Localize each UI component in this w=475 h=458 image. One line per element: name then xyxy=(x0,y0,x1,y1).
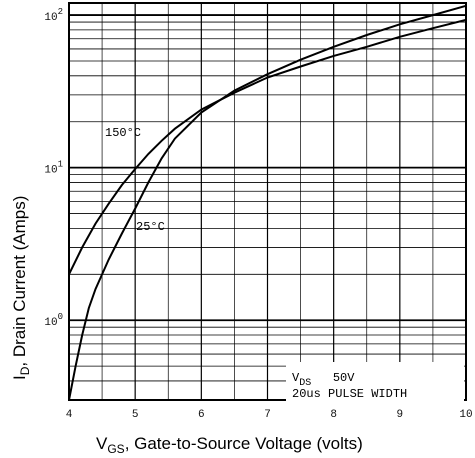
annotation-vds: VDS 50V xyxy=(292,371,355,389)
legend-box xyxy=(286,362,464,402)
x-tick-label: 8 xyxy=(330,409,337,421)
plot-frame xyxy=(68,2,467,401)
annotation-25c: 25°C xyxy=(136,220,165,234)
series-line-150c xyxy=(68,18,467,275)
annotation-pulse-width: 20us PULSE WIDTH xyxy=(292,387,407,401)
grid-lines xyxy=(68,3,467,401)
y-tick-label: 100 xyxy=(44,312,63,329)
x-tick-label: 9 xyxy=(397,409,404,421)
x-tick-label: 5 xyxy=(132,409,139,421)
series-line-25c xyxy=(68,4,467,401)
series-layer xyxy=(68,4,467,401)
x-tick-label: 7 xyxy=(264,409,271,421)
x-tick-labels: 4 5 6 7 8 9 10 xyxy=(66,409,473,421)
x-tick-label: 10 xyxy=(459,409,472,421)
x-axis-label: VGS, Gate-to-Source Voltage (volts) xyxy=(96,434,363,456)
y-tick-label: 102 xyxy=(44,7,63,24)
y-axis-label-group: ID, Drain Current (Amps) xyxy=(10,196,32,380)
x-tick-label: 6 xyxy=(198,409,205,421)
y-tick-label: 101 xyxy=(44,160,63,177)
x-tick-label: 4 xyxy=(66,409,73,421)
annotation-150c: 150°C xyxy=(105,126,141,140)
y-tick-labels: 100 101 102 xyxy=(44,7,63,329)
y-axis-label: ID, Drain Current (Amps) xyxy=(10,196,32,380)
